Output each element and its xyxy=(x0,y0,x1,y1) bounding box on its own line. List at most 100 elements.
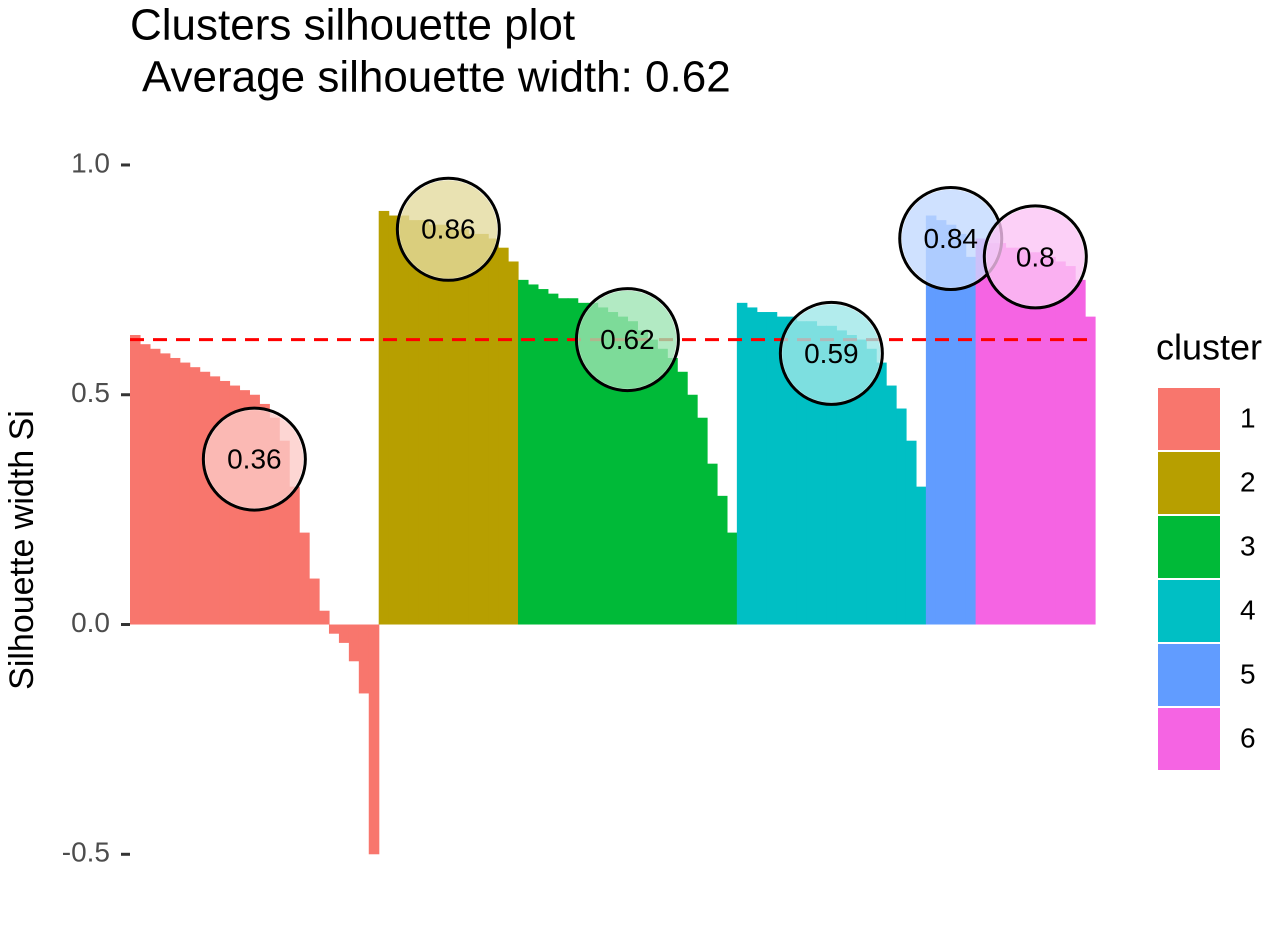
bar xyxy=(597,307,609,625)
bar xyxy=(955,233,967,625)
legend-swatch xyxy=(1158,388,1220,450)
bar xyxy=(587,302,599,625)
bar xyxy=(139,344,151,625)
bar xyxy=(328,624,340,634)
bar xyxy=(905,440,917,625)
average-circle xyxy=(982,204,1088,310)
y-tick-label: 0.5 xyxy=(71,377,110,408)
bar xyxy=(508,261,519,625)
bar xyxy=(756,312,768,625)
bar xyxy=(786,316,798,625)
bar xyxy=(1065,266,1076,625)
bar xyxy=(776,316,788,625)
bar xyxy=(896,408,907,625)
bar xyxy=(1075,279,1086,625)
legend-label: 6 xyxy=(1240,722,1256,753)
bar xyxy=(607,312,619,625)
bar xyxy=(159,353,171,625)
bar xyxy=(677,371,688,625)
average-circle-tint xyxy=(399,180,498,279)
bar xyxy=(975,238,987,625)
bar xyxy=(279,440,290,625)
bar xyxy=(428,224,440,625)
average-circle-tint xyxy=(205,410,304,509)
bar xyxy=(796,321,808,625)
legend-swatch xyxy=(1158,516,1220,578)
bar xyxy=(577,302,589,625)
bar xyxy=(478,233,489,625)
bar xyxy=(856,339,867,625)
legend-label: 4 xyxy=(1240,594,1256,625)
average-circle-tint xyxy=(782,304,881,403)
bar xyxy=(537,289,549,625)
average-circle-tint xyxy=(986,207,1085,306)
bar xyxy=(348,624,360,662)
bar xyxy=(736,302,748,625)
bar xyxy=(289,486,300,625)
bar xyxy=(398,215,410,625)
bar xyxy=(766,312,778,625)
bar xyxy=(627,321,638,625)
bar xyxy=(945,224,957,625)
bar xyxy=(388,215,400,625)
legend-label: 5 xyxy=(1240,658,1256,689)
average-label: 0.86 xyxy=(421,214,476,245)
legend-label: 2 xyxy=(1240,466,1256,497)
bar xyxy=(886,385,897,625)
bar xyxy=(876,362,887,625)
bar xyxy=(1085,316,1096,625)
average-circle-tint xyxy=(578,290,677,389)
bar xyxy=(547,293,559,625)
average-label: 0.8 xyxy=(1016,241,1055,272)
bar xyxy=(219,380,231,625)
bar xyxy=(269,417,280,625)
bar xyxy=(378,210,390,625)
bar xyxy=(299,532,310,625)
y-tick-label: 0.0 xyxy=(71,607,110,638)
bar xyxy=(1015,247,1026,625)
bar xyxy=(846,335,857,625)
average-label: 0.59 xyxy=(804,338,859,369)
bar xyxy=(527,284,539,625)
bar xyxy=(637,330,648,625)
bar xyxy=(319,610,330,625)
bar xyxy=(935,220,947,625)
y-axis-label: Silhouette width Si xyxy=(3,410,41,690)
bar xyxy=(995,243,1007,625)
average-circle xyxy=(778,300,884,406)
bar xyxy=(1055,261,1066,625)
bar xyxy=(707,463,718,625)
bar xyxy=(647,339,658,625)
bar xyxy=(1005,247,1017,625)
y-tick-label: -0.5 xyxy=(62,837,110,868)
bar xyxy=(657,348,668,625)
chart-subtitle: Average silhouette width: 0.62 xyxy=(142,53,731,102)
bar xyxy=(517,279,529,625)
legend-swatch xyxy=(1158,580,1220,642)
bar xyxy=(687,394,698,625)
bar xyxy=(965,256,977,625)
bar xyxy=(1035,252,1046,625)
average-label: 0.62 xyxy=(600,324,655,355)
legend-label: 1 xyxy=(1240,402,1256,433)
bar xyxy=(259,403,270,625)
average-circle xyxy=(574,287,680,393)
bar xyxy=(826,325,837,625)
bar xyxy=(1045,256,1056,625)
bar xyxy=(169,357,181,625)
bar xyxy=(617,316,629,625)
average-label: 0.36 xyxy=(227,443,282,474)
bar xyxy=(199,371,211,625)
average-circle-tint xyxy=(901,189,1000,288)
average-circle xyxy=(395,176,501,282)
bar xyxy=(488,238,499,625)
bar xyxy=(458,229,469,625)
bar xyxy=(309,578,320,625)
bar xyxy=(338,624,350,643)
bar xyxy=(746,307,758,625)
legend-swatch xyxy=(1158,452,1220,514)
bar xyxy=(368,624,380,855)
legend-label: 3 xyxy=(1240,530,1256,561)
bar xyxy=(806,321,818,625)
bar xyxy=(985,243,997,625)
